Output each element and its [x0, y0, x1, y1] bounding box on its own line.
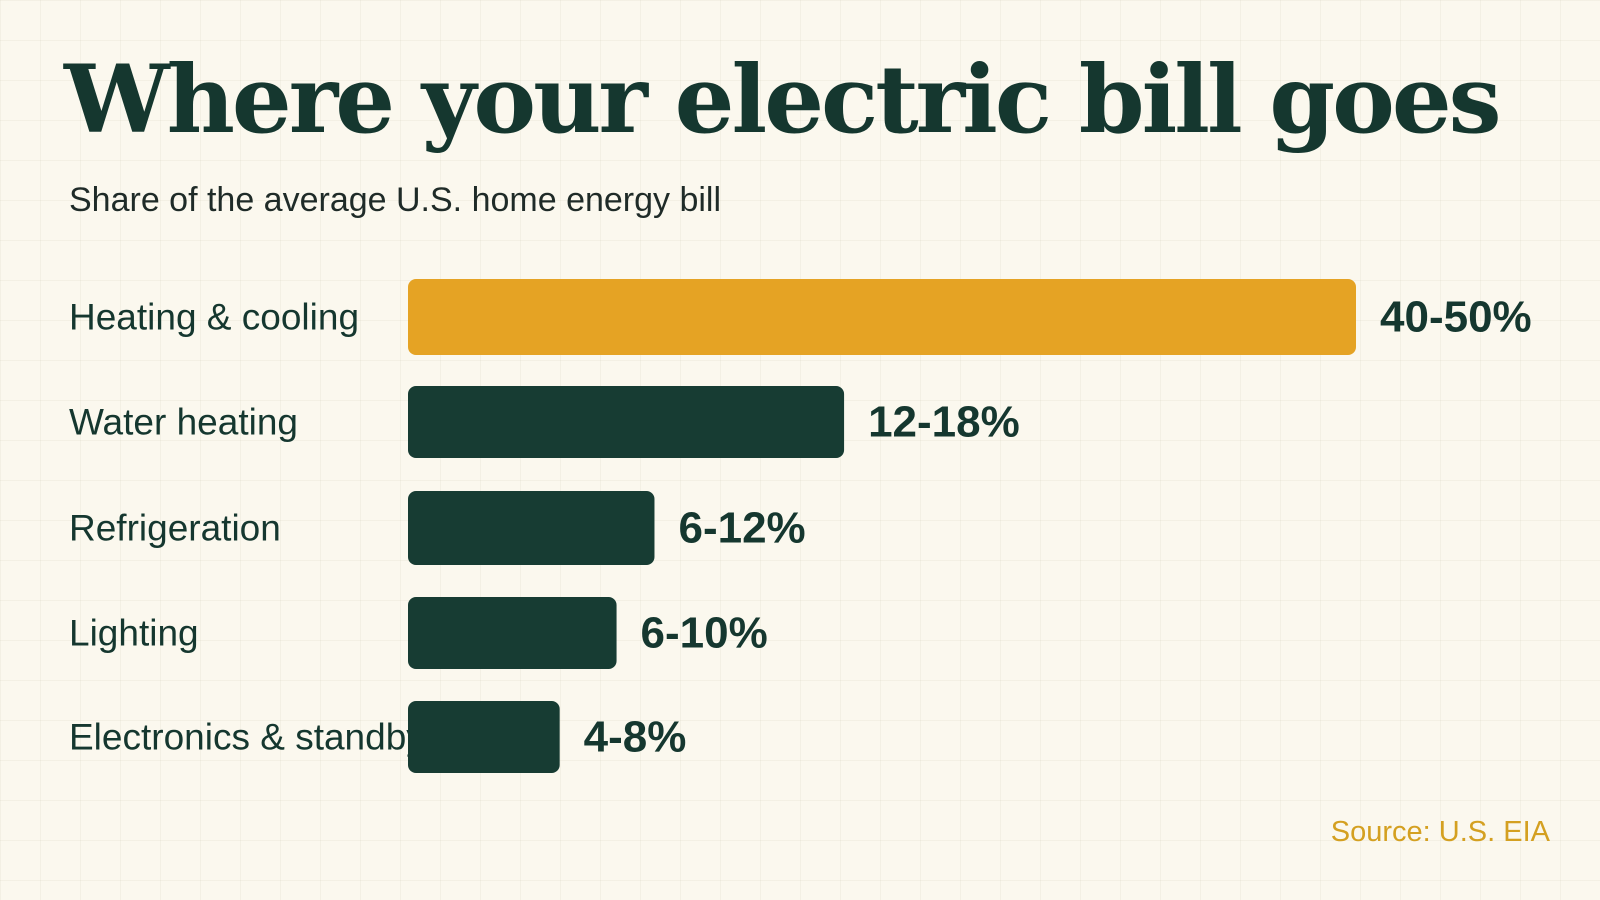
category-label: Electronics & standby	[69, 717, 425, 758]
bar	[408, 386, 845, 458]
bar	[408, 701, 560, 773]
category-label: Lighting	[69, 613, 199, 654]
bar	[408, 279, 1356, 355]
value-label: 4-8%	[584, 713, 687, 762]
value-label: 12-18%	[868, 398, 1020, 447]
bar	[408, 597, 617, 669]
source-note: Source: U.S. EIA	[1330, 816, 1550, 848]
chart-title: Where your electric bill goes	[64, 45, 1502, 155]
value-label: 40-50%	[1380, 293, 1532, 342]
chart-subtitle: Share of the average U.S. home energy bi…	[69, 181, 722, 219]
value-label: 6-10%	[641, 609, 768, 658]
value-label: 6-12%	[678, 504, 805, 553]
category-label: Water heating	[69, 402, 298, 443]
category-label: Refrigeration	[69, 508, 281, 549]
bar	[408, 491, 655, 565]
category-label: Heating & cooling	[69, 297, 359, 338]
